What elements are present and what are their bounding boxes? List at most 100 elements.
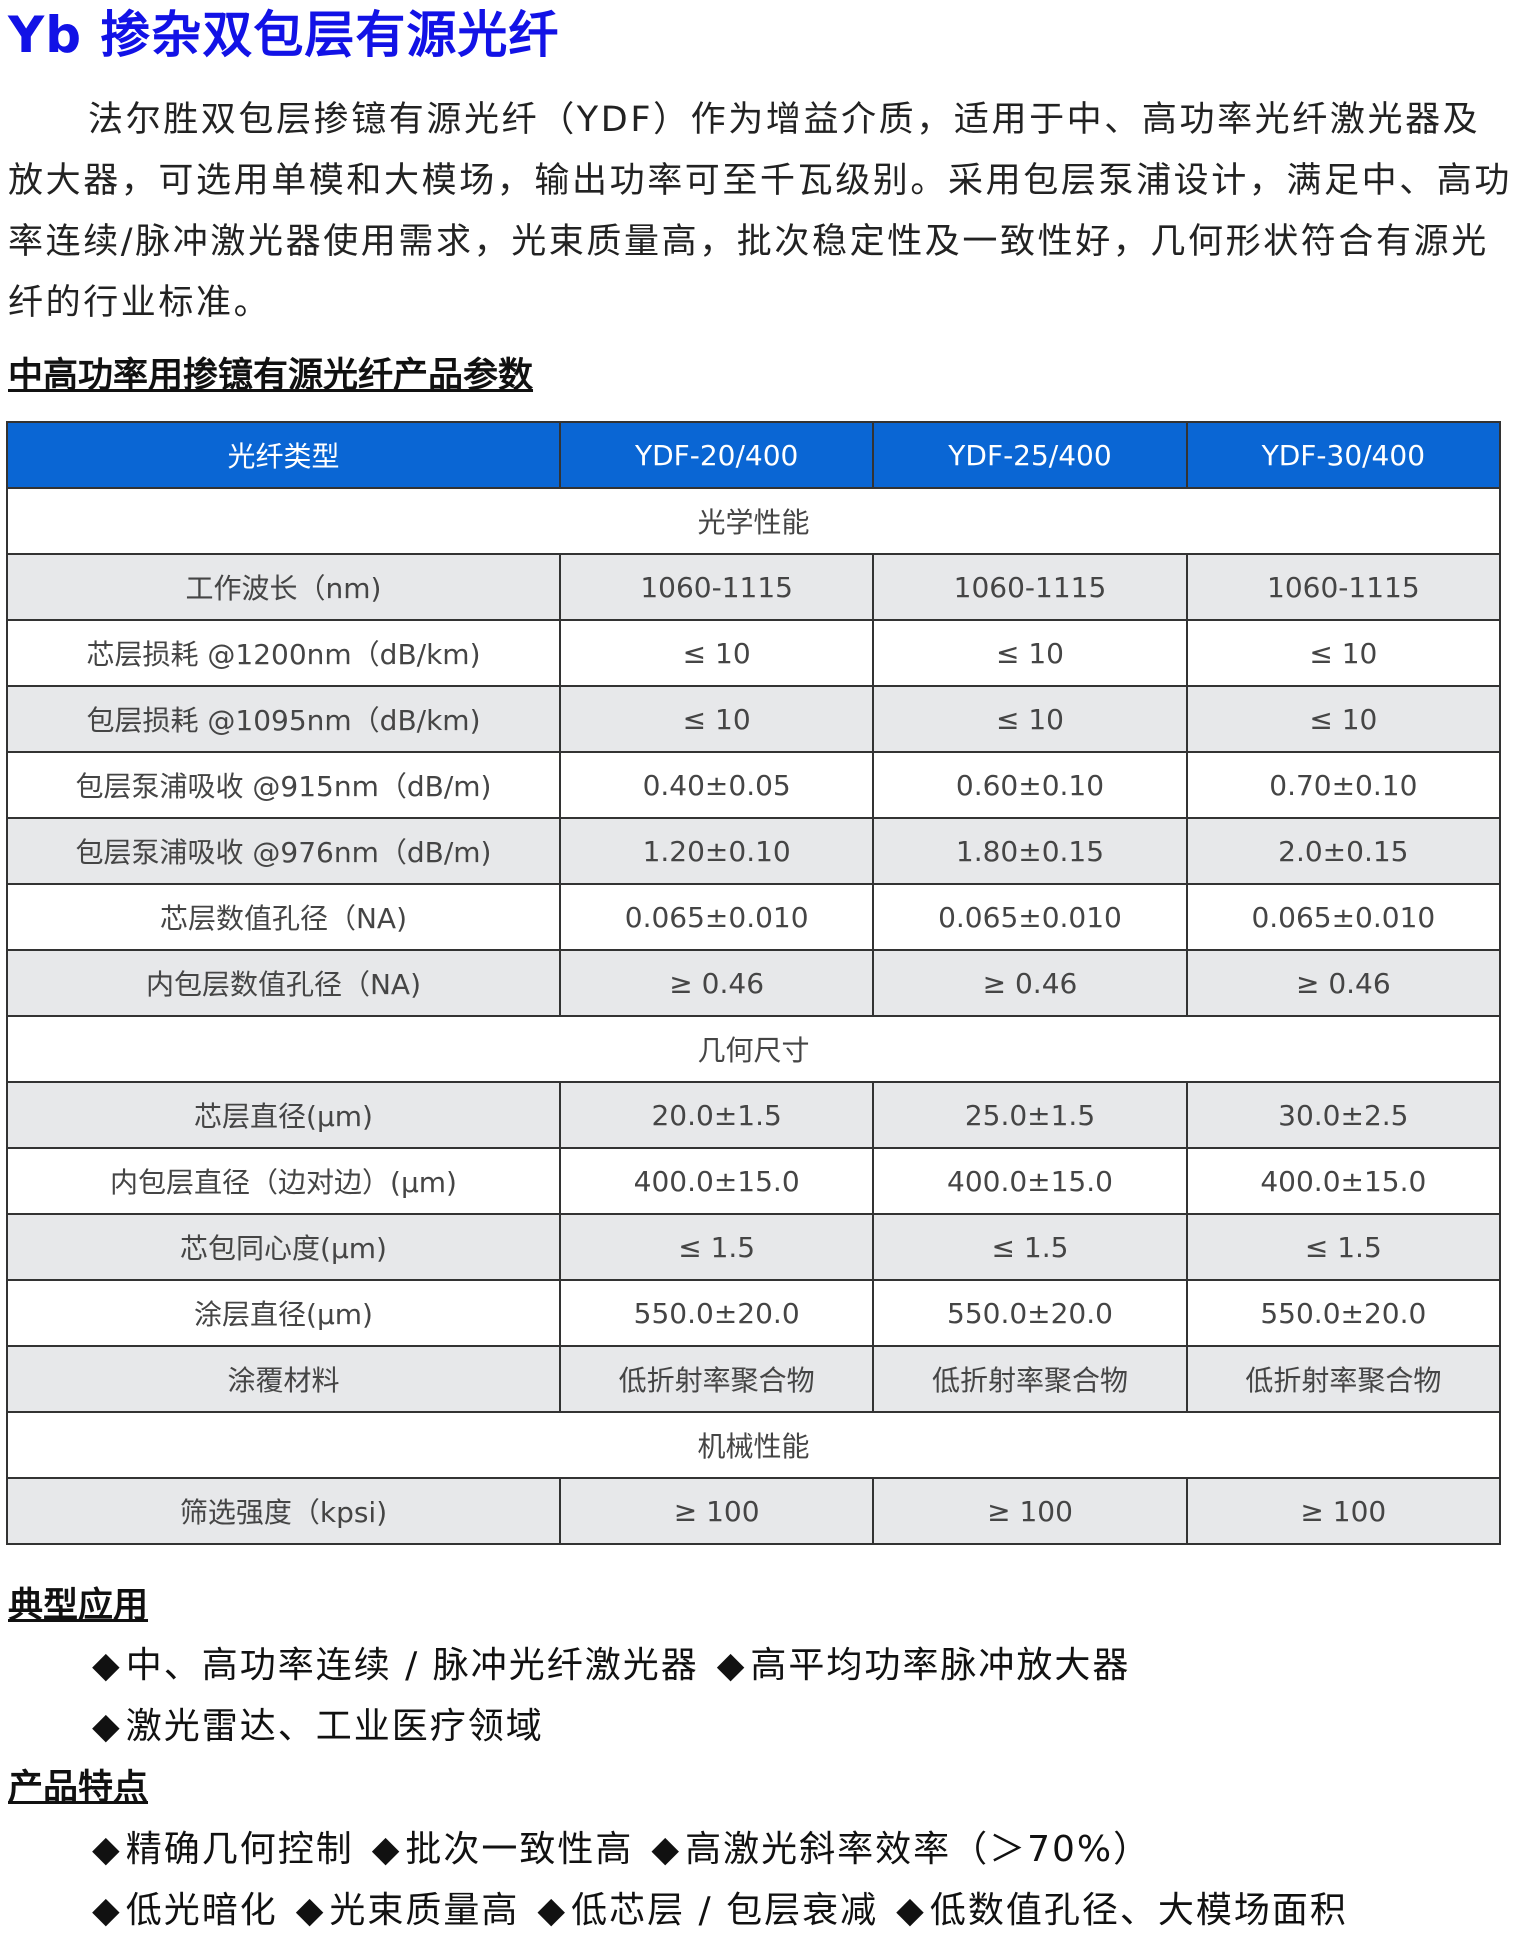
header-model: YDF-25/400 <box>872 421 1188 489</box>
param-value-cell: ≤ 10 <box>1185 685 1502 753</box>
intro-paragraph: 法尔胜双包层掺镱有源光纤（YDF）作为增益介质，适用于中、高功率光纤激光器及放大… <box>8 100 1513 323</box>
param-name-cell: 涂覆材料 <box>6 1345 561 1413</box>
param-value-cell: 0.065±0.010 <box>558 883 875 951</box>
list-line: ◆ 低光暗化 ◆ 光束质量高 ◆ 低芯层 / 包层衰减 ◆ 低数值孔径、大模场面积 <box>92 1880 1348 1941</box>
section-title: 光学性能 <box>6 487 1501 555</box>
param-value-cell: 0.70±0.10 <box>1185 751 1502 819</box>
param-value-cell: 30.0±2.5 <box>1185 1081 1502 1149</box>
param-value-cell: 20.0±1.5 <box>558 1081 875 1149</box>
param-value-cell: ≤ 10 <box>558 685 875 753</box>
applications-list: ◆ 中、高功率连续 / 脉冲光纤激光器 ◆ 高平均功率脉冲放大器 ◆ 激光雷达、工业医疗领… <box>92 1635 1130 1757</box>
param-value-cell: 400.0±15.0 <box>558 1147 875 1215</box>
param-name-cell: 筛选强度（kpsi) <box>6 1477 561 1545</box>
param-name-cell: 包层泵浦吸收 @976nm（dB/m) <box>6 817 561 885</box>
param-name-cell: 内包层数值孔径（NA) <box>6 949 561 1017</box>
param-value-cell: 0.065±0.010 <box>1185 883 1502 951</box>
param-value-cell: 1.80±0.15 <box>872 817 1188 885</box>
param-name-cell: 芯层直径(μm) <box>6 1081 561 1149</box>
param-name-cell: 芯包同心度(μm) <box>6 1213 561 1281</box>
param-name-cell: 包层泵浦吸收 @915nm（dB/m) <box>6 751 561 819</box>
table-row: 芯层数值孔径（NA) 0.065±0.010 0.065±0.010 0.065±0.… <box>6 883 1502 951</box>
list-item: 中、高功率连续 / 脉冲光纤激光器 <box>125 1645 699 1686</box>
param-name-cell: 芯层数值孔径（NA) <box>6 883 561 951</box>
param-name-cell: 芯层损耗 @1200nm（dB/km) <box>6 619 561 687</box>
param-value-cell: 550.0±20.0 <box>872 1279 1188 1347</box>
diamond-bullet-icon: ◆ <box>92 1829 122 1870</box>
diamond-bullet-icon: ◆ <box>295 1890 326 1931</box>
param-value-cell: ≤ 1.5 <box>558 1213 875 1281</box>
list-line: ◆ 精确几何控制 ◆ 批次一致性高 ◆ 高激光斜率效率（＞70%） <box>92 1819 1348 1880</box>
list-item: 低数值孔径、大模场面积 <box>929 1890 1348 1931</box>
param-value-cell: ≤ 1.5 <box>1185 1213 1502 1281</box>
table-row: 包层损耗 @1095nm（dB/km) ≤ 10 ≤ 10 ≤ 10 <box>6 685 1502 753</box>
list-item: 高平均功率脉冲放大器 <box>750 1645 1131 1686</box>
list-item: 激光雷达、工业医疗领域 <box>125 1706 544 1747</box>
param-value-cell: ≤ 1.5 <box>872 1213 1188 1281</box>
features-heading: 产品特点 <box>8 1768 149 1808</box>
param-value-cell: ≥ 100 <box>558 1477 875 1545</box>
param-value-cell: 1060-1115 <box>872 553 1188 621</box>
param-value-cell: 1.20±0.10 <box>558 817 875 885</box>
table-row: 包层泵浦吸收 @976nm（dB/m) 1.20±0.10 1.80±0.15 2.0… <box>6 817 1502 885</box>
param-value-cell: 0.065±0.010 <box>872 883 1188 951</box>
param-value-cell: 0.40±0.05 <box>558 751 875 819</box>
param-value-cell: 低折射率聚合物 <box>872 1345 1188 1413</box>
param-value-cell: 1060-1115 <box>1185 553 1502 621</box>
table-row: 工作波长（nm) 1060-1115 1060-1115 1060-1115 <box>6 553 1502 621</box>
diamond-bullet-icon: ◆ <box>92 1706 122 1747</box>
table-row: 包层泵浦吸收 @915nm（dB/m) 0.40±0.05 0.60±0.10 0.7… <box>6 751 1502 819</box>
table-row: 芯包同心度(μm) ≤ 1.5 ≤ 1.5 ≤ 1.5 <box>6 1213 1502 1281</box>
diamond-bullet-icon: ◆ <box>896 1890 926 1931</box>
table-row: 筛选强度（kpsi) ≥ 100 ≥ 100 ≥ 100 <box>6 1477 1502 1545</box>
section-title: 机械性能 <box>6 1411 1501 1479</box>
param-value-cell: 低折射率聚合物 <box>558 1345 875 1413</box>
param-value-cell: ≤ 10 <box>872 685 1188 753</box>
param-value-cell: 1060-1115 <box>558 553 875 621</box>
diamond-bullet-icon: ◆ <box>92 1890 122 1931</box>
diamond-bullet-icon: ◆ <box>716 1645 747 1686</box>
param-value-cell: ≥ 0.46 <box>558 949 875 1017</box>
param-value-cell: 550.0±20.0 <box>558 1279 875 1347</box>
table-heading: 中高功率用掺镱有源光纤产品参数 <box>8 356 534 396</box>
page-title: Yb 掺杂双包层有源光纤 <box>8 6 560 64</box>
table-header-row: 光纤类型 YDF-20/400 YDF-25/400 YDF-30/400 <box>6 421 1502 489</box>
header-model: YDF-20/400 <box>558 421 875 489</box>
param-name-cell: 涂层直径(μm) <box>6 1279 561 1347</box>
param-value-cell: ≥ 0.46 <box>872 949 1188 1017</box>
param-value-cell: 低折射率聚合物 <box>1185 1345 1502 1413</box>
section-row: 几何尺寸 <box>6 1015 1501 1083</box>
param-value-cell: 550.0±20.0 <box>1185 1279 1502 1347</box>
param-value-cell: ≤ 10 <box>1185 619 1502 687</box>
diamond-bullet-icon: ◆ <box>92 1645 122 1686</box>
param-name-cell: 工作波长（nm) <box>6 553 561 621</box>
param-value-cell: 400.0±15.0 <box>1185 1147 1502 1215</box>
param-name-cell: 包层损耗 @1095nm（dB/km) <box>6 685 561 753</box>
header-fiber-type: 光纤类型 <box>6 421 561 489</box>
section-row: 机械性能 <box>6 1411 1501 1479</box>
param-value-cell: ≤ 10 <box>872 619 1188 687</box>
header-model: YDF-30/400 <box>1185 421 1502 489</box>
param-value-cell: ≤ 10 <box>558 619 875 687</box>
list-item: 批次一致性高 <box>405 1829 634 1870</box>
param-value-cell: ≥ 0.46 <box>1185 949 1502 1017</box>
param-name-cell: 内包层直径（边对边）(μm) <box>6 1147 561 1215</box>
list-line: ◆ 激光雷达、工业医疗领域 <box>92 1696 1130 1757</box>
table-row: 芯层直径(μm) 20.0±1.5 25.0±1.5 30.0±2.5 <box>6 1081 1502 1149</box>
list-item: 低光暗化 <box>125 1890 278 1931</box>
applications-heading: 典型应用 <box>8 1586 149 1626</box>
list-item: 精确几何控制 <box>125 1829 354 1870</box>
spec-table: 光纤类型 YDF-20/400 YDF-25/400 YDF-30/400 光学性能工… <box>6 421 1502 1545</box>
section-title: 几何尺寸 <box>6 1015 1501 1083</box>
diamond-bullet-icon: ◆ <box>537 1890 568 1931</box>
features-list: ◆ 精确几何控制 ◆ 批次一致性高 ◆ 高激光斜率效率（＞70%） ◆ 低光暗化 ◆ 光束质量高 ◆… <box>92 1819 1348 1941</box>
list-line: ◆ 中、高功率连续 / 脉冲光纤激光器 ◆ 高平均功率脉冲放大器 <box>92 1635 1130 1696</box>
diamond-bullet-icon: ◆ <box>651 1829 682 1870</box>
table-row: 涂覆材料 低折射率聚合物 低折射率聚合物 低折射率聚合物 <box>6 1345 1502 1413</box>
section-row: 光学性能 <box>6 487 1501 555</box>
list-item: 低芯层 / 包层衰减 <box>571 1890 879 1931</box>
list-item: 光束质量高 <box>329 1890 520 1931</box>
param-value-cell: ≥ 100 <box>872 1477 1188 1545</box>
param-value-cell: 25.0±1.5 <box>872 1081 1188 1149</box>
table-row: 内包层直径（边对边）(μm) 400.0±15.0 400.0±15.0 400.0±… <box>6 1147 1502 1215</box>
param-value-cell: 0.60±0.10 <box>872 751 1188 819</box>
